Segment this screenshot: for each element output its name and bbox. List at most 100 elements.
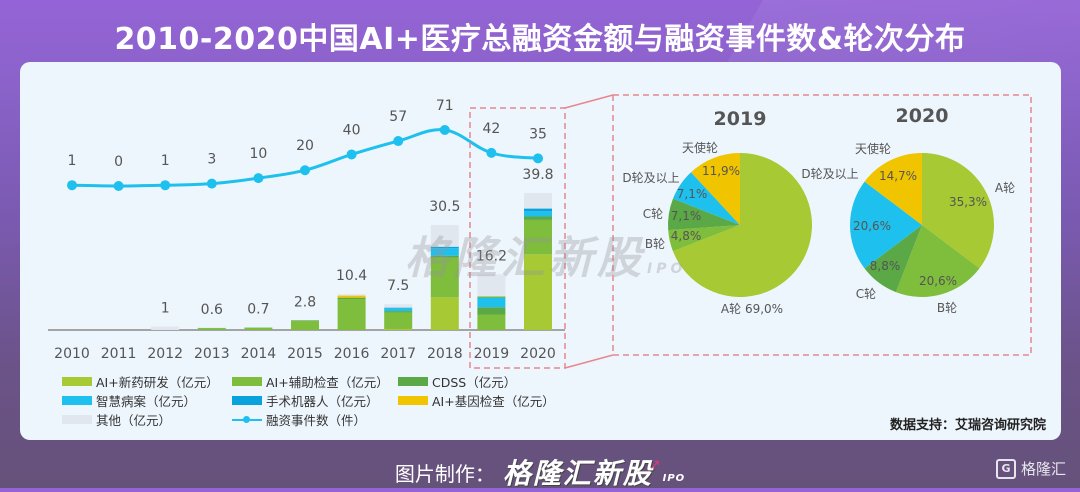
- footer-prefix: 图片制作：: [395, 458, 495, 487]
- legend-swatch: [62, 415, 92, 424]
- pie-slice-value: 7,1%: [677, 187, 708, 201]
- bar-segment-drug-2020: [524, 254, 552, 330]
- pie-slice-label: A轮 69,0%: [721, 302, 783, 316]
- bar-total-label: 39.8: [522, 167, 553, 183]
- legend-item-cdss: CDSS（亿元）: [398, 372, 598, 391]
- bar-total-label: 0.6: [201, 302, 223, 318]
- event-count-label: 10: [249, 146, 267, 162]
- event-count-point: [533, 153, 543, 163]
- legend-row: 智慧病案（亿元） 手术机器人（亿元） AI+基因检查（亿元）: [62, 391, 598, 410]
- bar-total-label: 2.8: [294, 294, 316, 310]
- bar-segment-cdss-2020: [524, 216, 552, 219]
- pie-slice-label: 天使轮: [855, 141, 891, 156]
- x-tick-label: 2014: [241, 346, 277, 362]
- event-count-point: [160, 180, 170, 190]
- pie-slice-value: 35,3%: [949, 195, 987, 209]
- bar-segment-other-2016: [338, 294, 366, 295]
- x-tick-label: 2012: [147, 346, 183, 362]
- bar-segment-other-2020: [524, 193, 552, 208]
- bar-segment-cdss-2019: [477, 307, 505, 314]
- x-tick-label: 2017: [380, 346, 416, 362]
- legend-label: AI+新药研发（亿元）: [96, 372, 219, 391]
- bar-segment-records-2018: [431, 248, 459, 256]
- footer: 图片制作： 格隆汇新股 ↗ IPO: [0, 452, 1080, 492]
- connector-line-top: [565, 95, 613, 108]
- legend-item-gene: AI+基因检查（亿元）: [398, 391, 598, 410]
- event-count-point: [486, 148, 496, 158]
- legend-row: 其他（亿元） 融资事件数（件）: [62, 410, 598, 429]
- bar-segment-cdss-2018: [431, 256, 459, 258]
- bar-segment-aux-2017: [384, 312, 412, 329]
- legend-label: AI+基因检查（亿元）: [432, 391, 555, 410]
- event-count-point: [114, 181, 124, 191]
- event-count-label: 1: [68, 153, 77, 169]
- legend-label: AI+辅助检查（亿元）: [266, 372, 389, 391]
- legend-label: CDSS（亿元）: [432, 372, 516, 391]
- legend-item-robot: 手术机器人（亿元）: [232, 391, 398, 410]
- pie-slice-value: 14,7%: [879, 169, 917, 183]
- legend-item-records: 智慧病案（亿元）: [62, 391, 232, 410]
- event-count-label: 20: [296, 138, 314, 154]
- legend-swatch: [62, 396, 92, 405]
- event-count-point: [440, 125, 450, 135]
- bar-segment-aux-2016: [338, 299, 366, 330]
- legend-label: 智慧病案（亿元）: [96, 391, 196, 410]
- pie-title-2020: 2020: [896, 105, 949, 127]
- bar-total-label: 30.5: [429, 199, 460, 215]
- legend-item-drug: AI+新药研发（亿元）: [62, 372, 232, 391]
- bar-segment-other-2017: [384, 304, 412, 307]
- pie-slice-label: D轮及以上: [801, 167, 858, 181]
- legend-label: 手术机器人（亿元）: [266, 391, 379, 410]
- pie-slice-label: D轮及以上: [622, 171, 679, 185]
- pie-slice-label: B轮: [937, 301, 957, 315]
- legend-item-line: 融资事件数（件）: [232, 410, 398, 429]
- bar-segment-robot-2017: [384, 308, 412, 309]
- bar-segment-records-2020: [524, 211, 552, 216]
- pie-slice-label: 天使轮: [682, 140, 718, 155]
- x-tick-label: 2020: [520, 346, 556, 362]
- event-count-label: 35: [529, 126, 547, 142]
- event-count-point: [347, 149, 357, 159]
- bar-segment-aux-2015: [291, 321, 319, 330]
- x-tick-label: 2011: [101, 346, 137, 362]
- bar-total-label: 7.5: [387, 278, 409, 294]
- bar-segment-robot-2020: [524, 209, 552, 212]
- bar-segment-robot-2018: [431, 247, 459, 248]
- bar-segment-cdss-2016: [338, 298, 366, 299]
- footer-brand: 格隆汇新股: [503, 452, 653, 492]
- legend-swatch: [398, 377, 428, 386]
- legend-swatch: [232, 377, 262, 386]
- bar-segment-aux-2018: [431, 258, 459, 298]
- bar-segment-records-2019: [477, 297, 505, 307]
- event-count-label: 42: [482, 121, 500, 137]
- bar-segment-aux-2013: [198, 328, 226, 330]
- trend-arrow-icon: ↗: [649, 457, 661, 473]
- legend-line-marker-icon: [232, 415, 262, 424]
- pie-slice-label: B轮: [645, 237, 665, 251]
- legend-label: 其他（亿元）: [96, 410, 171, 429]
- event-count-point: [300, 165, 310, 175]
- event-count-point: [393, 136, 403, 146]
- bar-segment-other-2012: [151, 327, 179, 330]
- event-count-label: 1: [161, 153, 170, 169]
- bar-segment-gene-2019: [477, 296, 505, 297]
- pie-slice-label: C轮: [856, 287, 876, 301]
- corner-logo: G 格隆汇: [996, 458, 1066, 479]
- event-count-label: 57: [389, 109, 407, 125]
- pie-slice-value: 7,1%: [671, 209, 702, 223]
- legend-swatch: [62, 377, 92, 386]
- bar-segment-cdss-2017: [384, 311, 412, 312]
- legend-row: AI+新药研发（亿元） AI+辅助检查（亿元） CDSS（亿元）: [62, 372, 598, 391]
- x-tick-label: 2016: [334, 346, 370, 362]
- connector-line-bottom: [565, 355, 613, 368]
- pie-slice-label: C轮: [643, 207, 663, 221]
- bar-segment-cdss-2015: [291, 320, 319, 321]
- bar-segment-aux-2019: [477, 315, 505, 330]
- x-tick-label: 2010: [54, 346, 90, 362]
- legend-item-aux: AI+辅助检查（亿元）: [232, 372, 398, 391]
- event-count-label: 71: [436, 98, 454, 114]
- pie-slice-label: A轮: [995, 181, 1015, 195]
- event-count-label: 3: [207, 152, 216, 168]
- bar-total-label: 10.4: [336, 268, 367, 284]
